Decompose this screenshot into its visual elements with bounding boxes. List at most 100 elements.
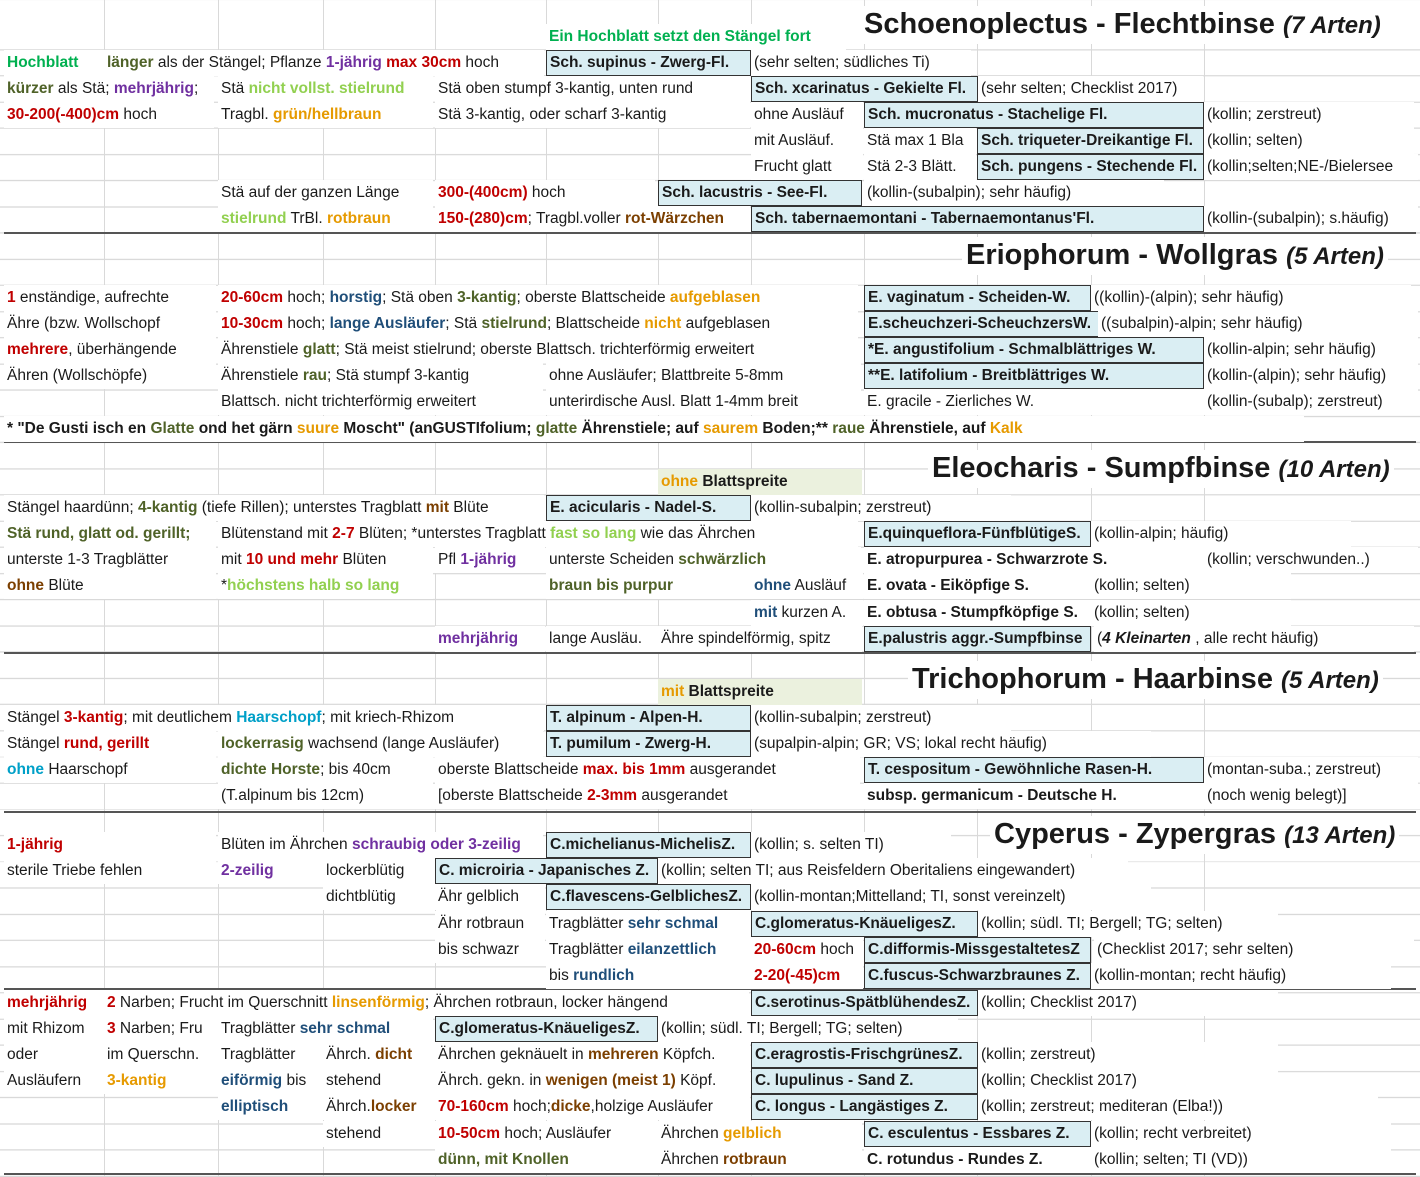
table-cell[interactable]: (sehr selten; Checklist 2017)	[978, 76, 1203, 102]
table-cell[interactable]: (kollin; verschwunden..)	[1204, 547, 1418, 573]
table-cell[interactable]: Ähr gelblich	[435, 884, 545, 910]
species-cell[interactable]: Sch. mucronatus - Stachelige Fl.	[864, 102, 1204, 128]
table-cell[interactable]: (kollin; südl. TI; Bergell; TG; selten)	[658, 1016, 958, 1042]
table-cell[interactable]: im Querschn.	[104, 1042, 218, 1068]
species-cell[interactable]: E. vaginatum - Scheiden-W.	[864, 285, 1091, 311]
table-cell[interactable]: Ährchen rotbraun	[658, 1147, 862, 1173]
table-cell[interactable]: Stä oben stumpf 3-kantig, unten rund	[435, 76, 750, 102]
table-cell[interactable]: unterste 1-3 Tragblätter	[4, 547, 216, 573]
table-cell[interactable]: 150-(280)cm; Tragbl.voller rot-Wärzchen	[435, 206, 750, 232]
table-cell[interactable]: Ähre spindelförmig, spitz	[658, 626, 862, 652]
table-cell[interactable]: (kollin; selten)	[1204, 128, 1414, 154]
table-cell[interactable]: Blattsch. nicht trichterförmig erweitert	[218, 389, 543, 415]
species-cell[interactable]: **E. latifolium - Breitblättriges W.	[864, 363, 1204, 389]
table-cell[interactable]: (kollin; zerstreut)	[978, 1042, 1278, 1068]
table-cell[interactable]: lockerrasig wachsend (lange Ausläufer)	[218, 731, 543, 757]
table-cell[interactable]: Stängel rund, gerillt	[4, 731, 216, 757]
species-cell[interactable]: C.glomeratus-KnäueligesZ.	[435, 1016, 658, 1042]
table-cell[interactable]: 3-kantig	[104, 1068, 218, 1094]
table-cell[interactable]: ohne Ausläuf	[751, 573, 863, 599]
table-cell[interactable]: Stängel 3-kantig; mit deutlichem Haarsch…	[4, 705, 544, 731]
table-cell[interactable]: (4 Kleinarten , alle recht häufig)	[1094, 626, 1414, 652]
table-cell[interactable]: E. gracile - Zierliches W.	[864, 389, 1204, 415]
table-cell[interactable]: (kollin; Checklist 2017)	[978, 990, 1278, 1016]
table-cell[interactable]: (montan-suba.; zerstreut)	[1204, 757, 1418, 783]
table-cell[interactable]: (kollin; selten; TI (VD))	[1091, 1147, 1391, 1173]
table-cell[interactable]: Ährch. gekn. in wenigen (meist 1) Köpf.	[435, 1068, 750, 1094]
table-cell[interactable]: (kollin-alpin; häufig)	[1091, 521, 1351, 547]
table-cell[interactable]: bis rundlich	[546, 963, 751, 989]
table-cell[interactable]: (kollin-(subalpin); sehr häufig)	[864, 180, 1164, 206]
species-cell[interactable]: T. pumilum - Zwerg-H.	[546, 731, 751, 757]
table-cell[interactable]: Ähren (Wollschöpfe)	[4, 363, 216, 389]
species-cell[interactable]: Sch. pungens - Stechende Fl.	[977, 154, 1204, 180]
table-cell[interactable]: Tragblätter sehr schmal	[218, 1016, 433, 1042]
table-cell[interactable]: Tragblätter eilanzettlich	[546, 937, 751, 963]
species-cell[interactable]: C.michelianus-MichelisZ.	[546, 832, 751, 858]
table-cell[interactable]: dünn, mit Knollen	[435, 1147, 658, 1173]
species-cell[interactable]: C.difformis-MissgestaltetesZ	[864, 937, 1091, 963]
table-cell[interactable]: ((subalpin)-alpin; sehr häufig)	[1098, 311, 1418, 337]
species-cell[interactable]: C.glomeratus-KnäueligesZ.	[751, 911, 978, 937]
table-cell[interactable]: Blüten im Ährchen schraubig oder 3-zeili…	[218, 832, 543, 858]
table-cell[interactable]: (kollin-montan;Mittelland; TI, sonst ver…	[751, 884, 1151, 910]
table-cell[interactable]: Blütenstand mit 2-7 Blüten; *unterstes T…	[218, 521, 858, 547]
table-cell[interactable]: ((kollin)-(alpin); sehr häufig)	[1091, 285, 1411, 311]
table-cell[interactable]: stehend	[323, 1068, 435, 1094]
table-cell[interactable]: stielrund TrBl. rotbraun	[218, 206, 433, 232]
species-cell[interactable]: C.flavescens-GelblichesZ.	[546, 884, 751, 910]
species-cell[interactable]: C.eragrostis-FrischgrünesZ.	[751, 1042, 978, 1068]
table-cell[interactable]: 20-60cm hoch	[751, 937, 863, 963]
table-cell[interactable]: (kollin; zerstreut)	[1204, 102, 1414, 128]
species-cell[interactable]: C. longus - Langästiges Z.	[751, 1094, 978, 1120]
table-cell[interactable]: 2-20(-45)cm	[751, 963, 863, 989]
table-cell[interactable]: oder	[4, 1042, 104, 1068]
species-cell[interactable]: C.serotinus-SpätblühendesZ.	[751, 990, 978, 1016]
table-cell[interactable]: 30-200(-400)cm hoch	[4, 102, 214, 128]
table-cell[interactable]: mehrjährig	[435, 626, 545, 652]
table-cell[interactable]: C. rotundus - Rundes Z.	[864, 1147, 1091, 1173]
table-cell[interactable]: mit kurzen A.	[751, 600, 863, 626]
table-cell[interactable]: eiförmig bis	[218, 1068, 323, 1094]
table-cell[interactable]: subsp. germanicum - Deutsche H.	[864, 783, 1204, 809]
table-cell[interactable]: (kollin-montan; recht häufig)	[1091, 963, 1391, 989]
table-cell[interactable]: Tragblätter sehr schmal	[546, 911, 751, 937]
table-cell[interactable]: stehend	[323, 1121, 435, 1147]
table-cell[interactable]: (kollin; zerstreut; mediteran (Elba!))	[978, 1094, 1378, 1120]
table-cell[interactable]: (kollin; südl. TI; Bergell; TG; selten)	[978, 911, 1278, 937]
species-cell[interactable]: E.scheuchzeri-ScheuchzersW.	[864, 311, 1101, 337]
table-cell[interactable]: Ährchen geknäuelt in mehreren Köpfch.	[435, 1042, 750, 1068]
table-cell[interactable]: Ähr rotbraun	[435, 911, 545, 937]
table-cell[interactable]: (kollin-(subalp); zerstreut)	[1204, 389, 1418, 415]
table-cell[interactable]: 1-jährig	[4, 832, 216, 858]
table-cell[interactable]: 1 enständige, aufrechte	[4, 285, 216, 311]
table-cell[interactable]: Stängel haardünn; 4-kantig (tiefe Rillen…	[4, 495, 544, 521]
table-cell[interactable]: E. atropurpurea - Schwarzrote S.	[864, 547, 1204, 573]
table-cell[interactable]: elliptisch	[218, 1094, 323, 1120]
species-cell[interactable]: C.fuscus-Schwarzbraunes Z.	[864, 963, 1091, 989]
species-cell[interactable]: C. lupulinus - Sand Z.	[751, 1068, 978, 1094]
table-cell[interactable]: mehrere, überhängende	[4, 337, 216, 363]
table-cell[interactable]: Stä 2-3 Blätt.	[864, 154, 976, 180]
table-cell[interactable]: ohne Ausläufer; Blattbreite 5-8mm	[546, 363, 861, 389]
table-cell[interactable]: (kollin-(subalpin); s.häufig)	[1204, 206, 1418, 232]
table-cell[interactable]: kürzer als Stä; mehrjährig;	[4, 76, 214, 102]
table-cell[interactable]: (kollin;selten;NE-/Bielersee	[1204, 154, 1418, 180]
table-cell[interactable]: 2 Narben; Frucht im Querschnitt linsenfö…	[104, 990, 749, 1016]
species-cell[interactable]: T. alpinum - Alpen-H.	[546, 705, 751, 731]
species-cell[interactable]: E.palustris aggr.-Sumpfbinse	[864, 626, 1091, 652]
table-cell[interactable]: bis schwazr	[435, 937, 545, 963]
species-cell[interactable]: T. cespositum - Gewöhnliche Rasen-H.	[864, 757, 1204, 783]
species-cell[interactable]: Sch. xcarinatus - Gekielte Fl.	[751, 76, 978, 102]
table-cell[interactable]: Ausläufern	[4, 1068, 104, 1094]
table-cell[interactable]: 2-zeilig	[218, 858, 323, 884]
table-cell[interactable]: (kollin-(alpin); sehr häufig)	[1204, 363, 1418, 389]
table-cell[interactable]: dichte Horste; bis 40cm	[218, 757, 433, 783]
table-cell[interactable]: (Checklist 2017; sehr selten)	[1094, 937, 1414, 963]
species-cell[interactable]: Sch. triqueter-Dreikantige Fl.	[977, 128, 1204, 154]
table-cell[interactable]: (kollin-subalpin; zerstreut)	[751, 495, 1011, 521]
table-cell[interactable]: (T.alpinum bis 12cm)	[218, 783, 433, 809]
species-cell[interactable]: C. microiria - Japanisches Z.	[435, 858, 658, 884]
table-cell[interactable]: Ährenstiele rau; Stä stumpf 3-kantig	[218, 363, 543, 389]
table-cell[interactable]: mit 10 und mehr Blüten	[218, 547, 433, 573]
